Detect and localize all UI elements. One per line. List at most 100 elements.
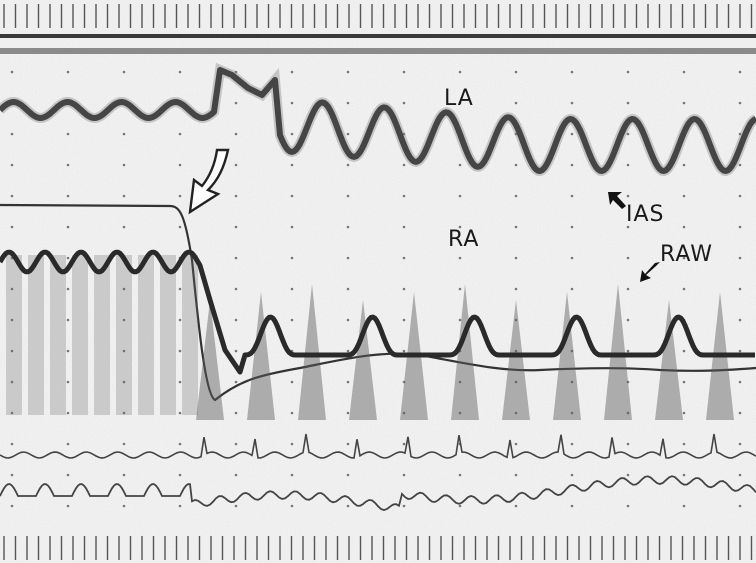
grid-dot [458, 70, 462, 74]
grid-dot [290, 380, 294, 384]
grid-dot [626, 318, 630, 322]
grid-dot [290, 225, 294, 229]
grid-dot [66, 442, 70, 446]
label-ra: RA [448, 227, 480, 252]
grid-dot [626, 256, 630, 260]
grid-dot [458, 318, 462, 322]
grid-dot [514, 442, 518, 446]
grid-dot [122, 442, 126, 446]
grid-dot [178, 163, 182, 167]
grid-dot [234, 163, 238, 167]
echo-streak [604, 284, 632, 420]
grid-dot [234, 287, 238, 291]
grid-dot [514, 380, 518, 384]
grid-dot [178, 318, 182, 322]
label-ias: IAS [626, 202, 665, 227]
grid-dot [738, 442, 742, 446]
grid-dot [682, 101, 686, 105]
grid-dot [178, 132, 182, 136]
grid-dot [402, 380, 406, 384]
grid-dot [402, 318, 406, 322]
echo-speckle [94, 255, 110, 415]
grid-dot [626, 442, 630, 446]
echo-speckle [72, 255, 88, 415]
grid-dot [178, 287, 182, 291]
grid-dot [458, 473, 462, 477]
grid-dot [66, 411, 70, 415]
grid-dot [738, 380, 742, 384]
grid-dot [290, 504, 294, 508]
grid-dot [738, 473, 742, 477]
grid-dot [738, 163, 742, 167]
grid-dot [402, 225, 406, 229]
grid-dot [346, 225, 350, 229]
grid-dot [402, 411, 406, 415]
grid-dot [122, 411, 126, 415]
grid-dot [682, 380, 686, 384]
grid-dot [346, 70, 350, 74]
grid-dot [234, 132, 238, 136]
grid-dot [66, 504, 70, 508]
ecg-trace-upper [0, 433, 756, 459]
echo-speckle [50, 255, 66, 415]
grid-dot [346, 287, 350, 291]
grid-dot [402, 132, 406, 136]
grid-dot [682, 349, 686, 353]
grid-dot [122, 287, 126, 291]
grid-dot [682, 287, 686, 291]
grid-dot [682, 504, 686, 508]
grid-dot [626, 504, 630, 508]
grid-dot [234, 349, 238, 353]
grid-dot [738, 411, 742, 415]
echo-streak [247, 292, 275, 420]
grid-dot [10, 163, 14, 167]
grid-dot [738, 101, 742, 105]
grid-dot [122, 380, 126, 384]
grid-dot [514, 163, 518, 167]
grid-dot [290, 318, 294, 322]
la-wall-trace [0, 67, 756, 174]
grid-dot [10, 225, 14, 229]
grid-dot [626, 101, 630, 105]
echo-speckle [6, 255, 22, 415]
grid-dot [66, 256, 70, 260]
echo-speckle [182, 255, 198, 415]
grid-dot [514, 318, 518, 322]
grid-dot [178, 504, 182, 508]
grid-dot [290, 163, 294, 167]
grid-dot [178, 411, 182, 415]
grid-dot [738, 132, 742, 136]
grid-dot [458, 163, 462, 167]
grid-dot [570, 132, 574, 136]
grid-dot [290, 70, 294, 74]
grid-dot [514, 256, 518, 260]
grid-dot [234, 504, 238, 508]
echo-speckle [28, 255, 44, 415]
grid-dot [122, 504, 126, 508]
grid-dot [178, 194, 182, 198]
grid-dot [738, 349, 742, 353]
echo-streak [451, 284, 479, 420]
grid-dot [402, 349, 406, 353]
grid-dot [346, 163, 350, 167]
grid-dot [514, 504, 518, 508]
echo-streak [196, 300, 224, 420]
grid-dot [626, 225, 630, 229]
grid-dot [738, 287, 742, 291]
grid-dot [402, 473, 406, 477]
grid-dot [682, 70, 686, 74]
ecg-trace-lower [0, 475, 756, 512]
grid-dot [234, 194, 238, 198]
grid-dot [346, 194, 350, 198]
grid-dot [346, 101, 350, 105]
grid-dot [570, 473, 574, 477]
grid-dot [346, 473, 350, 477]
grid-dot [122, 225, 126, 229]
grid-dot [346, 256, 350, 260]
grid-dot [346, 380, 350, 384]
grid-dot [570, 163, 574, 167]
grid-dot [570, 504, 574, 508]
grid-dot [290, 473, 294, 477]
grid-dot [346, 349, 350, 353]
